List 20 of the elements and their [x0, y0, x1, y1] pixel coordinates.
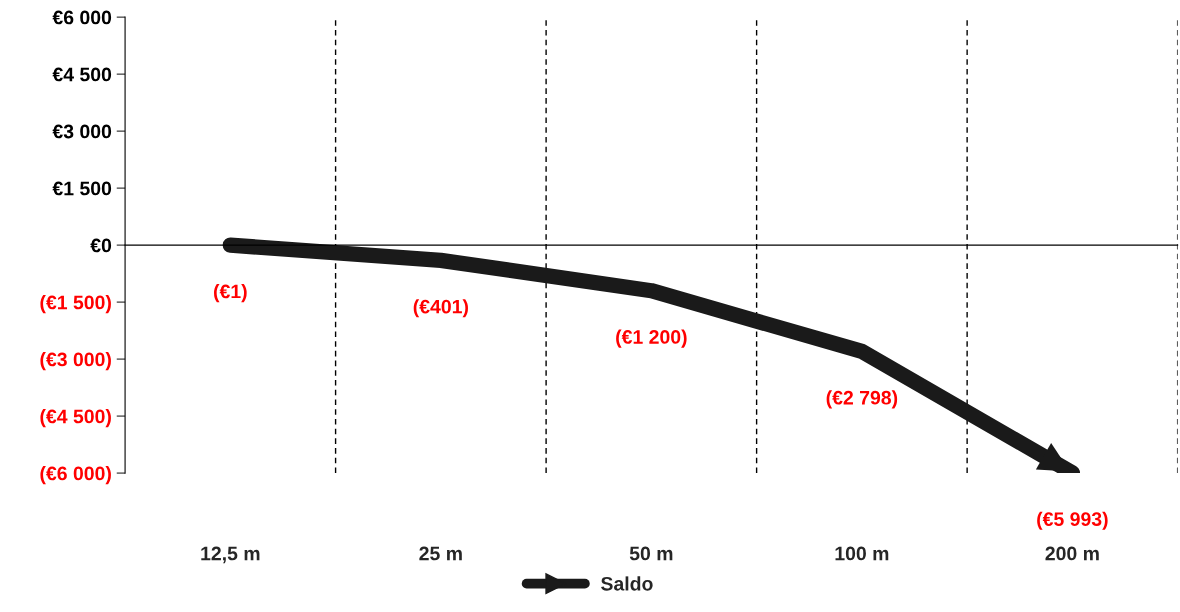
y-tick-label: €3 000 — [52, 124, 112, 139]
y-tick-label: €6 000 — [52, 10, 112, 25]
data-label: (€1) — [214, 284, 247, 303]
x-tick-label: 50 m — [629, 546, 673, 561]
x-tick-label: 200 m — [1045, 546, 1099, 561]
y-tick-label: (€1 500) — [40, 295, 111, 314]
data-label: (€5 993) — [1037, 511, 1108, 530]
y-tick-label: (€6 000) — [40, 466, 111, 485]
x-tick-label: 12,5 m — [201, 546, 260, 564]
y-tick-label: €1 500 — [52, 181, 112, 196]
legend-label: Saldo — [601, 576, 653, 591]
y-tick-label: €0 — [90, 238, 112, 253]
y-tick-label: (€3 000) — [40, 352, 111, 371]
y-tick-label: €4 500 — [52, 67, 112, 82]
x-tick-label: 25 m — [419, 546, 462, 561]
y-tick-label: (€4 500) — [40, 409, 111, 428]
x-tick-label: 100 m — [835, 546, 889, 561]
data-label: (€1 200) — [616, 329, 687, 348]
data-label: (€2 798) — [826, 390, 898, 409]
data-label: (€401) — [413, 299, 468, 318]
